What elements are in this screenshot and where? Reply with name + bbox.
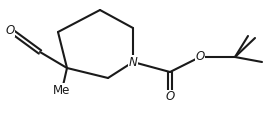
Text: Me: Me	[53, 84, 71, 96]
Text: O: O	[195, 51, 205, 63]
Text: O: O	[165, 91, 175, 103]
Text: N: N	[129, 55, 137, 69]
Text: O: O	[5, 23, 15, 37]
